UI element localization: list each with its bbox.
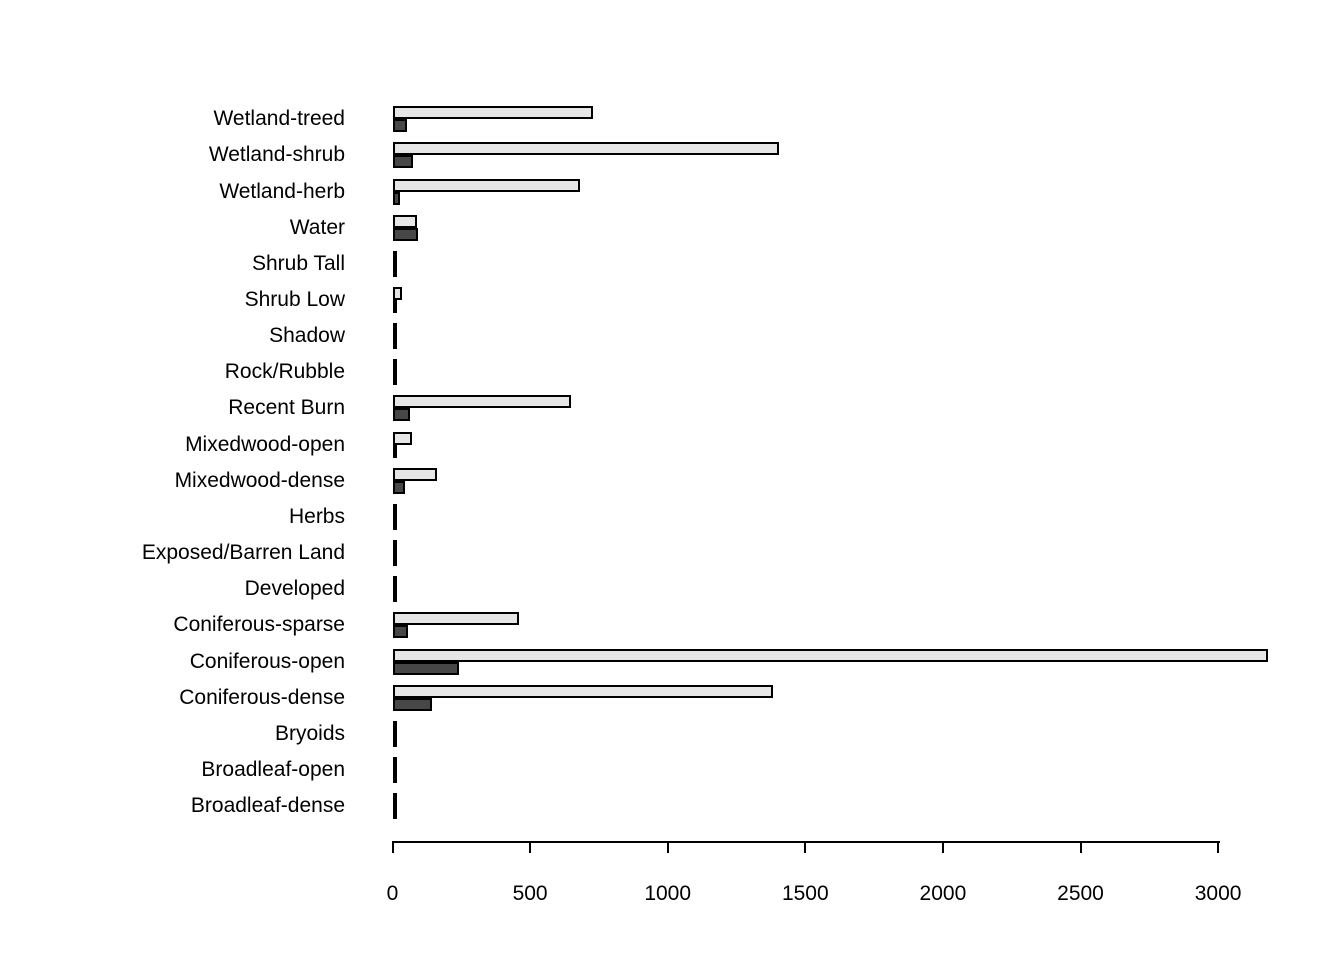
x-axis-tick-label: 500 [512, 882, 548, 905]
x-axis-tick-label: 3000 [1194, 882, 1242, 905]
light-gray-bar [392, 720, 397, 734]
x-axis-tick [804, 841, 807, 853]
category-label: Shadow [269, 324, 345, 348]
category-label: Herbs [288, 504, 345, 528]
light-gray-bar [392, 142, 779, 156]
dark-gray-bar [392, 480, 406, 494]
category-label: Shrub Tall [251, 251, 345, 275]
light-gray-bar [392, 106, 593, 120]
category-label: Broadleaf-dense [190, 794, 345, 818]
light-gray-bar [392, 503, 397, 517]
category-label: Coniferous-sparse [173, 613, 345, 637]
light-gray-bar [392, 431, 413, 445]
dark-gray-bar [392, 733, 397, 747]
x-axis-tick-label: 1500 [781, 882, 829, 905]
light-gray-bar [392, 540, 397, 554]
category-label: Coniferous-open [189, 649, 345, 673]
dark-gray-bar [392, 516, 397, 530]
light-gray-bar [392, 323, 397, 337]
dark-gray-bar [392, 589, 397, 603]
dark-gray-bar [392, 769, 397, 783]
category-label: Recent Burn [228, 396, 345, 420]
light-gray-bar [392, 576, 397, 590]
light-gray-bar [392, 286, 402, 300]
light-gray-bar [392, 359, 397, 373]
light-gray-bar [392, 648, 1269, 662]
category-label: Coniferous-dense [179, 685, 345, 709]
light-gray-bar [392, 395, 572, 409]
dark-gray-bar [392, 697, 432, 711]
category-label: Broadleaf-open [201, 757, 345, 781]
light-gray-bar [392, 612, 520, 626]
category-label: Wetland-treed [213, 107, 345, 131]
x-axis-tick [391, 841, 394, 853]
category-label: Rock/Rubble [224, 360, 345, 384]
light-gray-bar [392, 250, 397, 264]
x-axis-tick [1079, 841, 1082, 853]
dark-gray-bar [392, 336, 397, 350]
light-gray-bar [392, 178, 580, 192]
x-axis-tick [666, 841, 669, 853]
dark-gray-bar [392, 372, 397, 386]
category-label: Wetland-herb [219, 179, 345, 203]
light-gray-bar [392, 467, 438, 481]
dark-gray-bar [392, 408, 411, 422]
category-label: Developed [244, 577, 345, 601]
category-label: Wetland-shrub [208, 143, 345, 167]
dark-gray-bar [392, 625, 409, 639]
category-label: Mixedwood-open [185, 432, 345, 456]
x-axis-tick [1217, 841, 1220, 853]
x-axis-tick-label: 0 [386, 882, 399, 905]
dark-gray-bar [392, 806, 397, 820]
light-gray-bar [392, 756, 397, 770]
dark-gray-bar [392, 661, 459, 675]
x-axis-tick [941, 841, 944, 853]
dark-gray-bar [392, 553, 397, 567]
x-axis-tick [529, 841, 532, 853]
category-label: Mixedwood-dense [174, 468, 345, 492]
dark-gray-bar [392, 119, 407, 133]
dark-gray-bar [392, 227, 418, 241]
dark-gray-bar [392, 155, 414, 169]
dark-gray-bar [392, 191, 401, 205]
category-label: Exposed/Barren Land [141, 541, 345, 565]
category-label: Water [289, 215, 345, 239]
dark-gray-bar [392, 444, 397, 458]
light-gray-bar [392, 793, 397, 807]
x-axis-tick-label: 2000 [919, 882, 967, 905]
x-axis-tick-label: 2500 [1057, 882, 1104, 905]
light-gray-bar [392, 214, 417, 228]
dark-gray-bar [392, 263, 397, 277]
category-label: Bryoids [274, 721, 345, 745]
x-axis-tick-label: 1000 [644, 882, 692, 905]
dark-gray-bar [392, 299, 397, 313]
category-label: Shrub Low [244, 287, 345, 311]
light-gray-bar [392, 684, 774, 698]
